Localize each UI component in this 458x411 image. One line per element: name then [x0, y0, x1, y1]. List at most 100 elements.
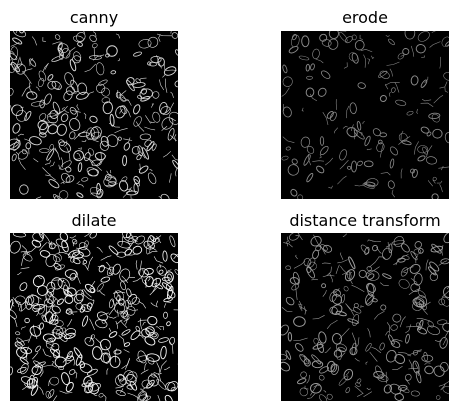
edge-segment	[105, 262, 111, 267]
edge-contour	[123, 142, 131, 151]
edge-contour	[137, 391, 148, 401]
edge-contour	[425, 156, 438, 165]
edge-segment	[439, 184, 443, 193]
edge-segment	[72, 92, 77, 94]
edge-segment	[135, 121, 145, 132]
edge-segment	[95, 155, 107, 166]
edge-contour	[61, 172, 71, 183]
edge-segment	[118, 335, 125, 347]
edge-segment	[145, 115, 151, 124]
edge-segment	[439, 56, 441, 69]
edge-segment	[126, 137, 131, 144]
edge-segment	[93, 47, 96, 58]
edge-contour	[86, 167, 99, 177]
edge-contour	[363, 160, 374, 168]
edge-segment	[33, 158, 39, 163]
edge-segment	[98, 289, 106, 296]
edge-contour	[57, 42, 63, 52]
edge-contour	[31, 365, 42, 376]
edge-contour	[64, 295, 74, 304]
edge-segment	[65, 360, 72, 365]
edge-segment	[376, 246, 382, 254]
edge-contour	[431, 113, 440, 123]
edge-segment	[145, 392, 149, 397]
edge-segment	[156, 300, 159, 306]
edge-segment	[351, 284, 365, 292]
edge-segment	[366, 148, 372, 151]
edge-contour	[132, 245, 143, 255]
edge-segment	[441, 245, 444, 256]
edge-contour	[380, 304, 387, 311]
edge-segment	[42, 304, 47, 318]
edge-contour	[168, 111, 178, 125]
edge-segment	[403, 266, 414, 272]
edge-segment	[420, 303, 428, 315]
edge-contour	[99, 338, 111, 351]
edge-contour	[138, 39, 152, 49]
edge-contour	[415, 44, 426, 54]
edge-segment	[140, 318, 142, 330]
edge-segment	[405, 324, 412, 334]
edge-contour	[412, 350, 418, 356]
edge-contour	[147, 36, 159, 48]
edge-contour	[415, 370, 422, 384]
edge-contour	[127, 236, 138, 244]
edge-segment	[441, 166, 444, 171]
edge-contour	[148, 62, 158, 67]
edge-segment	[10, 51, 15, 55]
edge-segment	[326, 266, 332, 277]
edge-contour	[115, 374, 127, 387]
edge-segment	[372, 240, 381, 242]
edge-segment	[373, 310, 385, 320]
edge-segment	[431, 31, 436, 33]
edge-segment	[411, 45, 415, 57]
edge-contour	[170, 253, 178, 264]
edge-segment	[28, 332, 33, 343]
edge-segment	[117, 297, 121, 304]
edge-contour	[83, 376, 93, 387]
edge-contour	[347, 318, 359, 324]
edge-contour	[25, 142, 32, 150]
edge-segment	[78, 147, 82, 150]
edge-contour	[306, 145, 315, 154]
edge-contour	[133, 175, 141, 185]
edge-segment	[127, 239, 136, 251]
edge-contour	[77, 247, 91, 257]
edge-contour	[432, 176, 437, 181]
edge-segment	[169, 340, 174, 354]
edge-contour	[438, 298, 446, 306]
edge-contour	[20, 363, 29, 375]
edge-segment	[415, 362, 419, 369]
edge-segment	[95, 338, 103, 351]
edge-segment	[41, 121, 57, 124]
edge-contour	[69, 59, 77, 72]
edge-segment	[84, 63, 97, 73]
edge-texture	[281, 233, 449, 401]
edge-contour	[166, 285, 174, 300]
edge-contour	[392, 313, 402, 323]
edge-segment	[76, 104, 80, 111]
edge-segment	[351, 332, 357, 347]
edge-contour	[391, 240, 405, 245]
edge-contour	[417, 145, 428, 154]
edge-segment	[323, 390, 327, 393]
edge-contour	[60, 113, 69, 122]
edge-contour	[97, 79, 108, 86]
edge-segment	[156, 55, 162, 69]
edge-segment	[88, 280, 96, 291]
edge-segment	[417, 370, 420, 376]
edge-contour	[126, 385, 134, 390]
edge-segment	[127, 253, 136, 256]
edge-segment	[346, 105, 350, 119]
edge-contour	[319, 33, 328, 42]
edge-segment	[90, 192, 99, 195]
edge-segment	[51, 361, 55, 366]
edge-segment	[15, 137, 20, 143]
edge-segment	[309, 93, 318, 102]
edge-contour	[395, 99, 407, 106]
edge-contour	[321, 283, 327, 289]
edge-contour	[417, 31, 430, 42]
edge-segment	[51, 332, 64, 338]
edge-segment	[110, 169, 112, 174]
edge-contour	[418, 319, 424, 331]
